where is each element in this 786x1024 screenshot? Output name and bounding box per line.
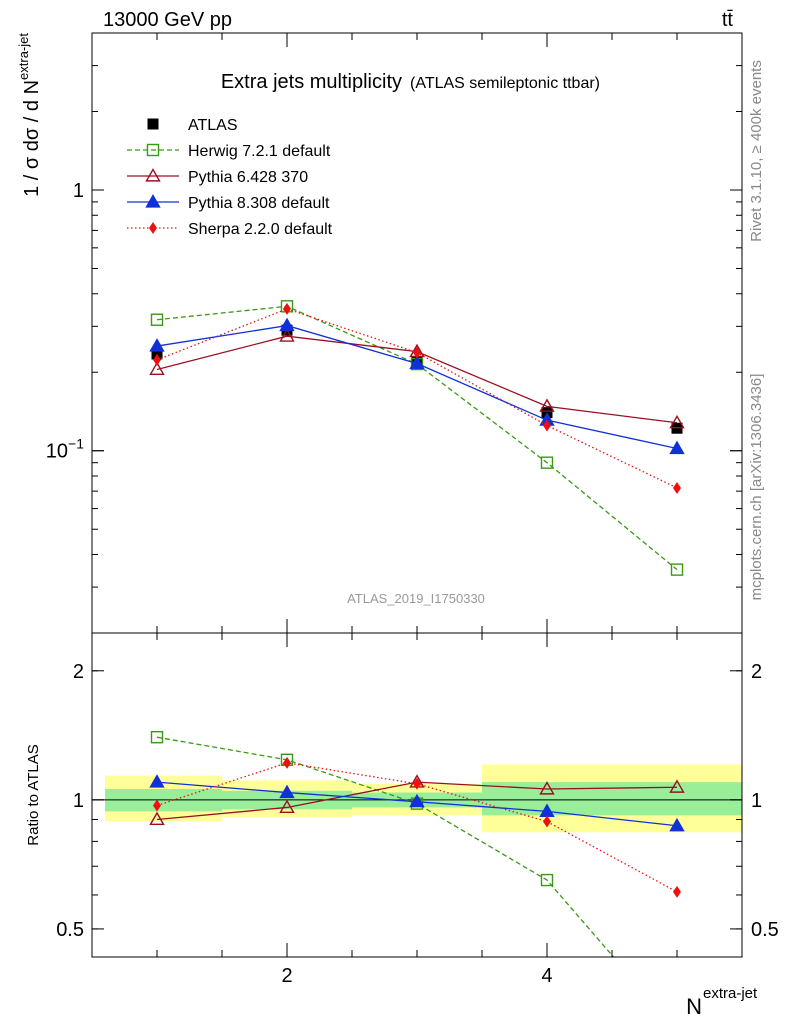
legend-marker-atlas: [147, 118, 159, 130]
legend-label-pythia-8-308-default: Pythia 8.308 default: [188, 195, 330, 212]
main-point-pythia-6-428-370-1: [149, 361, 165, 376]
legend-entry-atlas: ATLAS: [147, 117, 238, 134]
ratio-ytick-label: 2: [73, 661, 84, 683]
legend-marker-sherpa-2-2-0-default: [149, 222, 157, 234]
main-series-atlas: [151, 324, 683, 434]
ratio-panel-frame: [91, 632, 743, 958]
legend: ATLAS Herwig 7.2.1 default Pythia 6.428 37…: [127, 117, 333, 238]
ratio-y-axis-label: Ratio to ATLAS: [25, 744, 42, 845]
main-ytick-label-base: 10: [46, 441, 68, 463]
x-axis-label-sup: extra-jet: [703, 985, 758, 1002]
main-point-pythia-6-428-370-5: [669, 414, 685, 429]
legend-label-pythia-6-428-370: Pythia 6.428 370: [188, 169, 308, 186]
energy-label: 13000 GeV pp: [103, 9, 232, 31]
main-series-pythia-8-308-default: [149, 317, 685, 455]
main-ytick-label: 10−1: [46, 436, 84, 463]
x-axis-label-text: N: [686, 994, 702, 1019]
main-subtitle: (ATLAS semileptonic ttbar): [410, 75, 600, 92]
main-panel: 1 10−1 Extra jets multiplicity (ATLAS sem…: [16, 32, 743, 634]
ratio-ytick-label-right: 0.5: [751, 919, 779, 941]
ratio-point-pythia-8-308-default-2: [279, 784, 295, 799]
main-point-pythia-8-308-default-1: [149, 338, 165, 352]
ratio-point-sherpa-2-2-0-default-4: [543, 815, 551, 828]
main-point-pythia-6-428-370-4: [539, 398, 555, 412]
ratio-point-herwig-7-2-1-default-4: [540, 873, 554, 887]
main-point-sherpa-2-2-0-default-4: [543, 419, 551, 432]
main-ytick-label: 1: [73, 180, 84, 202]
legend-marker-pythia-6-428-370: [145, 168, 161, 182]
ratio-point-sherpa-2-2-0-default-2: [283, 756, 291, 769]
ratio-point-pythia-8-308-default-1: [149, 774, 165, 788]
main-point-sherpa-2-2-0-default-5: [673, 481, 681, 494]
rivet-version-label: Rivet 3.1.10, ≥ 400k events: [748, 60, 765, 242]
ratio-series-sherpa-2-2-0-default: [153, 756, 681, 898]
main-line-sherpa-2-2-0-default: [156, 308, 678, 489]
main-point-pythia-8-308-default-5: [669, 440, 685, 455]
main-point-pythia-8-308-default-2: [279, 317, 295, 332]
legend-marker-pythia-8-308-default: [145, 194, 161, 208]
ratio-point-sherpa-2-2-0-default-3: [413, 777, 421, 790]
legend-entry-pythia-6-428-370: Pythia 6.428 370: [127, 168, 308, 186]
ratio-point-pythia-6-428-370-1: [149, 811, 165, 826]
ratio-series-pythia-8-308-default: [149, 774, 685, 832]
legend-marker-herwig-7-2-1-default: [146, 143, 160, 157]
main-point-herwig-7-2-1-default-4: [540, 456, 554, 469]
ratio-point-pythia-8-308-default-3: [409, 793, 425, 808]
ratio-ytick-label: 0.5: [56, 919, 84, 941]
main-point-sherpa-2-2-0-default-2: [283, 302, 291, 315]
main-ytick-label-exp: −1: [68, 436, 84, 452]
main-series-herwig-7-2-1-default: [150, 300, 684, 576]
ratio-point-pythia-6-428-370-2: [279, 799, 295, 814]
main-point-sherpa-2-2-0-default-1: [153, 353, 161, 366]
main-point-herwig-7-2-1-default-5: [670, 563, 684, 576]
mcplots-label: mcplots.cern.ch [arXiv:1306.3436]: [748, 374, 765, 601]
main-y-axis-label-text: 1 / σ dσ / d N: [21, 80, 43, 197]
main-y-axis-label-sup: extra-jet: [16, 33, 31, 80]
x-axis-label: N: [686, 994, 702, 1019]
ratio-point-sherpa-2-2-0-default-5: [673, 885, 681, 898]
main-point-sherpa-2-2-0-default-3: [413, 346, 421, 359]
main-point-pythia-8-308-default-3: [409, 355, 425, 370]
legend-entry-sherpa-2-2-0-default: Sherpa 2.2.0 default: [127, 221, 333, 238]
main-y-axis-label: 1 / σ dσ / d Nextra-jet: [16, 33, 43, 197]
main-point-herwig-7-2-1-default-1: [150, 313, 164, 326]
ratio-ytick-label-right: 2: [751, 661, 762, 683]
ratio-point-pythia-8-308-default-5: [669, 817, 685, 832]
ratio-point-pythia-6-428-370-4: [539, 781, 555, 795]
ratio-xtick-label: 2: [281, 965, 292, 987]
main-series-sherpa-2-2-0-default: [153, 302, 681, 494]
legend-label-sherpa-2-2-0-default: Sherpa 2.2.0 default: [188, 221, 333, 238]
main-series-pythia-6-428-370: [149, 328, 685, 429]
ratio-point-pythia-6-428-370-5: [669, 779, 685, 793]
main-point-pythia-6-428-370-2: [279, 328, 295, 342]
ratio-point-sherpa-2-2-0-default-1: [153, 799, 161, 812]
legend-entry-herwig-7-2-1-default: Herwig 7.2.1 default: [127, 143, 331, 160]
ratio-xtick-label: 4: [541, 965, 552, 987]
analysis-label: ATLAS_2019_I1750330: [347, 591, 485, 606]
ratio-point-herwig-7-2-1-default-1: [150, 731, 164, 744]
main-title: Extra jets multiplicity: [221, 71, 402, 93]
process-label: tt̄: [722, 9, 734, 31]
legend-entry-pythia-8-308-default: Pythia 8.308 default: [127, 194, 330, 212]
ratio-ytick-label: 1: [73, 790, 84, 812]
ratio-panel: 0.5 1 2 0.5 1 2 2 4 Ratio to ATLAS N extra-jet: [25, 632, 779, 1019]
legend-label-herwig-7-2-1-default: Herwig 7.2.1 default: [188, 143, 331, 160]
ratio-ytick-label-right: 1: [751, 790, 762, 812]
legend-label-atlas: ATLAS: [188, 117, 238, 134]
